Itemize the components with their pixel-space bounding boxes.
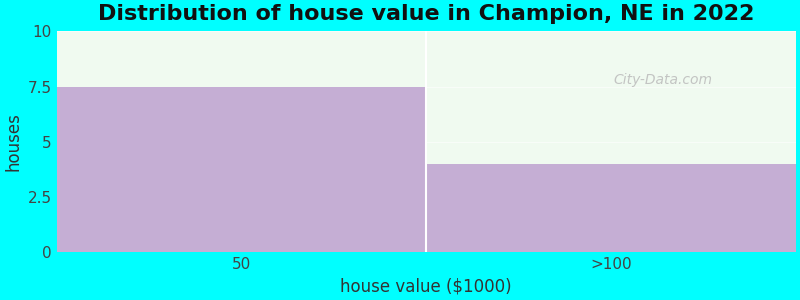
X-axis label: house value ($1000): house value ($1000)	[341, 278, 512, 296]
Bar	[57, 87, 426, 252]
Title: Distribution of house value in Champion, NE in 2022: Distribution of house value in Champion,…	[98, 4, 754, 24]
Text: City-Data.com: City-Data.com	[614, 73, 712, 87]
Bar	[426, 164, 796, 252]
Y-axis label: houses: houses	[4, 112, 22, 171]
